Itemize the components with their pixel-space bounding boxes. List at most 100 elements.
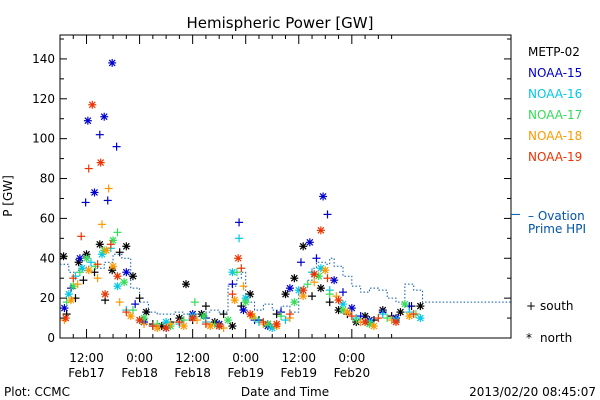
metp-02-north-point xyxy=(299,242,308,251)
noaa-15-north-point xyxy=(122,268,131,277)
x-tick-sublabel: Feb17 xyxy=(68,366,105,380)
noaa-17-south-point xyxy=(232,268,241,277)
metp-02-north-point xyxy=(396,308,405,317)
noaa-16-south-point xyxy=(235,234,244,243)
metp-02-north-point xyxy=(228,322,237,331)
legend: METP-02 NOAA-15 NOAA-16 NOAA-17 NOAA-18 NOAA-… xyxy=(528,45,582,164)
noaa-17-south-point xyxy=(325,290,334,299)
noaa-15-south-point xyxy=(103,196,112,205)
noaa-15-south-point xyxy=(312,254,321,263)
noaa-18-north-point xyxy=(369,322,378,331)
x-tick-sublabel: Feb19 xyxy=(227,366,264,380)
plot-credit: Plot: CCMC xyxy=(4,385,70,399)
noaa-18-north-point xyxy=(405,312,414,321)
noaa-19-south-point xyxy=(175,318,184,327)
y-tick-label: 80 xyxy=(40,172,55,186)
noaa-17-north-point xyxy=(69,282,78,291)
noaa-17-south-point xyxy=(113,228,122,237)
legend-entry: NOAA-18 xyxy=(528,129,582,143)
noaa-18-south-point xyxy=(310,278,319,287)
noaa-19-south-point xyxy=(259,318,268,327)
noaa-19-south-point xyxy=(69,274,78,283)
x-tick-label: 0:00 xyxy=(126,351,153,365)
noaa-18-north-point xyxy=(84,266,93,275)
noaa-18-north-point xyxy=(102,246,111,255)
noaa-17-north-point xyxy=(400,300,409,309)
noaa-15-south-point xyxy=(95,130,104,139)
noaa-16-north-point xyxy=(113,282,122,291)
noaa-15-north-point xyxy=(347,304,356,313)
y-axis-label: P [GW] xyxy=(1,175,15,217)
noaa-19-north-point xyxy=(299,286,308,295)
y-tick-label: 40 xyxy=(40,251,55,265)
noaa-16-south-point xyxy=(86,258,95,267)
noaa-19-north-point xyxy=(215,322,224,331)
x-tick-sublabel: Feb19 xyxy=(281,366,318,380)
noaa-18-north-point xyxy=(179,322,188,331)
y-tick-label: 60 xyxy=(40,211,55,225)
noaa-17-south-point xyxy=(303,280,312,289)
metp-02-north-point xyxy=(59,252,68,261)
metp-02-south-point xyxy=(135,294,144,303)
legend-entry: METP-02 xyxy=(528,45,580,59)
noaa-15-north-point xyxy=(330,276,339,285)
noaa-17-north-point xyxy=(120,278,129,287)
noaa-19-north-point xyxy=(188,314,197,323)
noaa-16-south-point xyxy=(281,316,290,325)
metp-02-north-point xyxy=(74,258,83,267)
noaa-15-north-point xyxy=(239,306,248,315)
metp-02-north-point xyxy=(281,290,290,299)
noaa-15-south-point xyxy=(296,258,305,267)
noaa-18-north-point xyxy=(206,322,215,331)
x-axis-label: Date and Time xyxy=(241,385,329,399)
metp-02-north-point xyxy=(95,240,104,249)
noaa-19-north-point xyxy=(316,226,325,235)
marker-legend-north: * north xyxy=(526,331,572,345)
noaa-18-north-point xyxy=(321,266,330,275)
noaa-15-north-point xyxy=(108,58,117,67)
noaa-18-south-point xyxy=(140,320,149,329)
noaa-15-north-point xyxy=(305,238,314,247)
noaa-15-north-point xyxy=(90,188,99,197)
noaa-15-south-point xyxy=(338,288,347,297)
metp-02-south-point xyxy=(90,268,99,277)
noaa-19-south-point xyxy=(106,240,115,249)
noaa-19-north-point xyxy=(392,318,401,327)
noaa-19-south-point xyxy=(84,164,93,173)
noaa-19-south-point xyxy=(323,274,332,283)
metp-02-south-point xyxy=(272,310,281,319)
noaa-18-south-point xyxy=(104,184,113,193)
noaa-17-south-point xyxy=(75,268,84,277)
y-tick-label: 120 xyxy=(32,92,55,106)
noaa-17-south-point xyxy=(190,298,199,307)
noaa-19-north-point xyxy=(162,324,171,333)
metp-02-south-point xyxy=(201,302,210,311)
noaa-19-north-point xyxy=(361,318,370,327)
y-tick-label: 20 xyxy=(40,291,55,305)
noaa-18-south-point xyxy=(239,282,248,291)
x-tick-sublabel: Feb18 xyxy=(174,366,211,380)
legend-ovation-line2: Prime HPI xyxy=(528,222,586,236)
noaa-19-north-point xyxy=(334,296,343,305)
noaa-19-south-point xyxy=(201,320,210,329)
noaa-15-south-point xyxy=(131,300,140,309)
noaa-17-south-point xyxy=(128,306,137,315)
metp-02-north-point xyxy=(316,284,325,293)
x-tick-label: 12:00 xyxy=(175,351,210,365)
marker-legend-south-label: south xyxy=(540,299,574,313)
metp-02-south-point xyxy=(325,298,334,307)
metp-02-south-point xyxy=(219,310,228,319)
marker-legend-north-symbol: * xyxy=(526,331,532,345)
noaa-17-north-point xyxy=(199,312,208,321)
x-tick-label: 12:00 xyxy=(69,351,104,365)
metp-02-north-point xyxy=(416,302,425,311)
noaa-19-south-point xyxy=(77,232,86,241)
noaa-18-north-point xyxy=(343,308,352,317)
marker-legend-south: + south xyxy=(526,299,574,313)
noaa-19-south-point xyxy=(374,314,383,323)
noaa-15-north-point xyxy=(319,192,328,201)
noaa-15-north-point xyxy=(100,112,109,121)
noaa-17-south-point xyxy=(383,314,392,323)
y-tick-label: 140 xyxy=(32,52,55,66)
noaa-18-south-point xyxy=(73,280,82,289)
